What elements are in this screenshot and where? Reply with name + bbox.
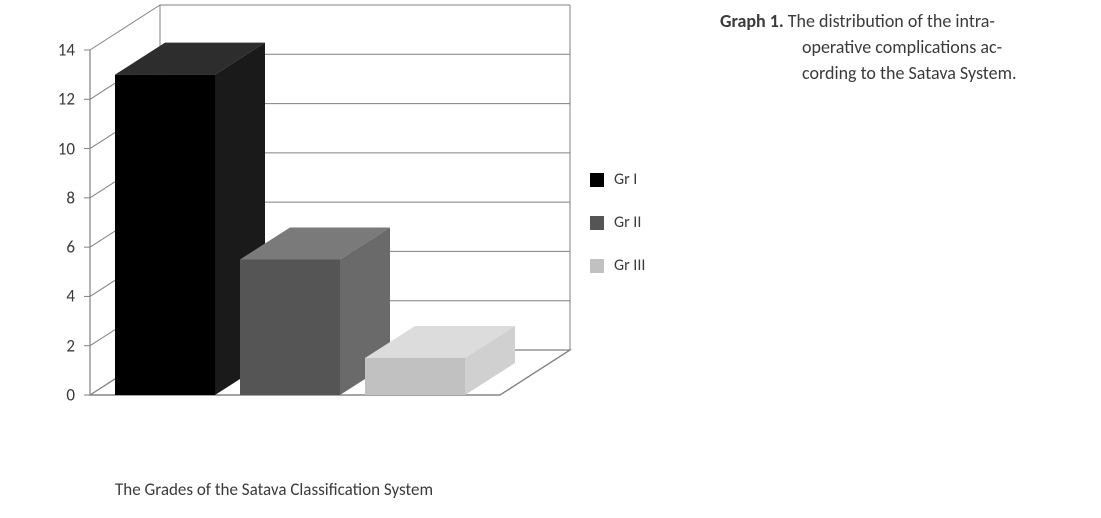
legend-label: Gr II bbox=[614, 213, 641, 232]
figure-caption: Graph 1. The distribution of the intra- … bbox=[720, 8, 1060, 86]
legend-item: Gr I bbox=[590, 170, 645, 189]
y-tick-label: 2 bbox=[35, 335, 75, 356]
legend-item: Gr II bbox=[590, 213, 645, 232]
y-tick-label: 10 bbox=[35, 138, 75, 159]
legend-label: Gr I bbox=[614, 170, 637, 189]
y-tick-label: 6 bbox=[35, 237, 75, 258]
legend-swatch bbox=[590, 173, 604, 187]
legend-swatch bbox=[590, 216, 604, 230]
y-tick-label: 14 bbox=[35, 40, 75, 61]
caption-line1: The distribution of the intra- bbox=[784, 10, 995, 32]
y-tick-label: 0 bbox=[35, 385, 75, 406]
bar-chart-3d: 0 2 4 6 8 10 12 14 The Grades of the Satava Cla… bbox=[0, 0, 700, 518]
caption-line3: cording to the Satava System. bbox=[720, 60, 1060, 86]
caption-label: Graph 1. bbox=[720, 10, 784, 32]
y-tick-label: 4 bbox=[35, 286, 75, 307]
legend-item: Gr III bbox=[590, 256, 645, 275]
legend-swatch bbox=[590, 259, 604, 273]
x-axis-title: The Grades of the Satava Classification … bbox=[115, 479, 433, 500]
caption-line2: operative complications ac- bbox=[720, 34, 1060, 60]
y-tick-label: 8 bbox=[35, 187, 75, 208]
legend: Gr I Gr II Gr III bbox=[590, 170, 645, 299]
legend-label: Gr III bbox=[614, 256, 645, 275]
y-tick-label: 12 bbox=[35, 89, 75, 110]
